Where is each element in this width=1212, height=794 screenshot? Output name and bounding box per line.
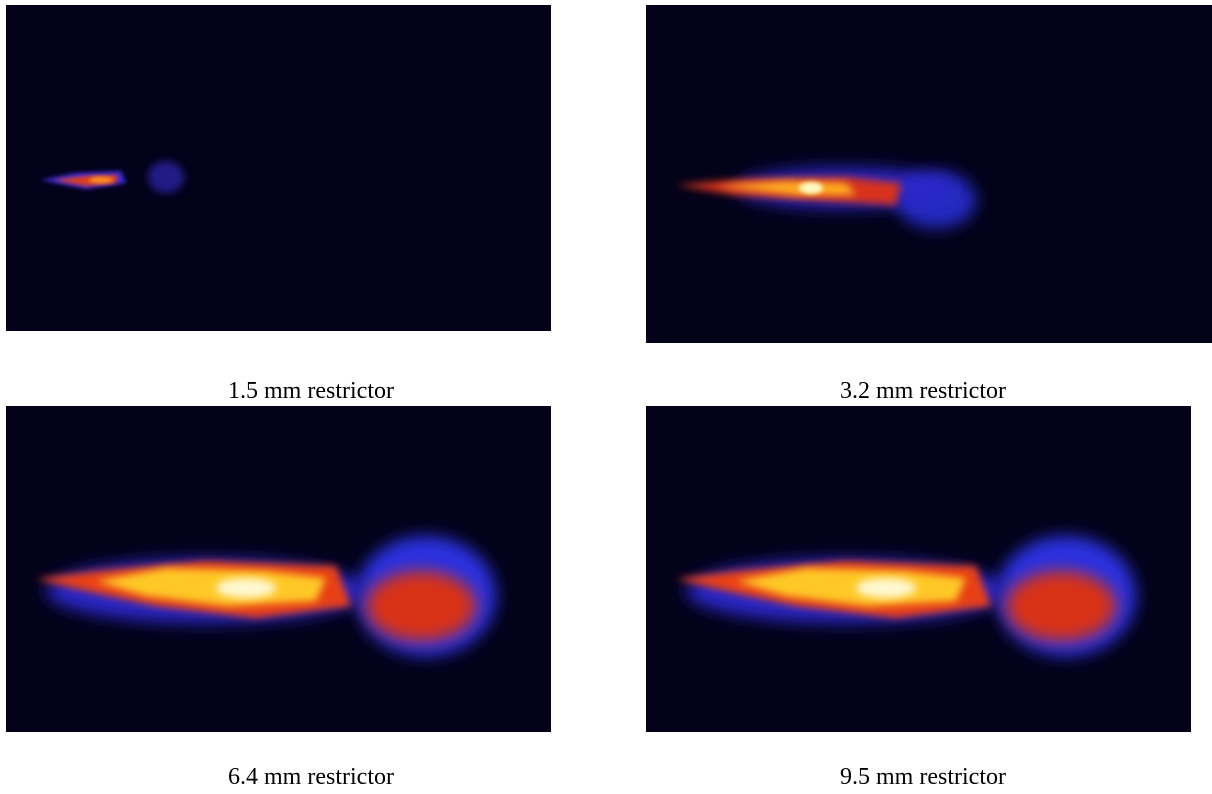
caption: 9.5 mm restrictor	[840, 764, 1006, 790]
flame-image	[646, 5, 1212, 343]
caption: 3.2 mm restrictor	[840, 378, 1006, 404]
caption: 6.4 mm restrictor	[228, 764, 394, 790]
flame-image	[6, 406, 551, 732]
flame-image	[6, 5, 551, 331]
caption: 1.5 mm restrictor	[228, 378, 394, 404]
flame-image	[646, 406, 1191, 732]
